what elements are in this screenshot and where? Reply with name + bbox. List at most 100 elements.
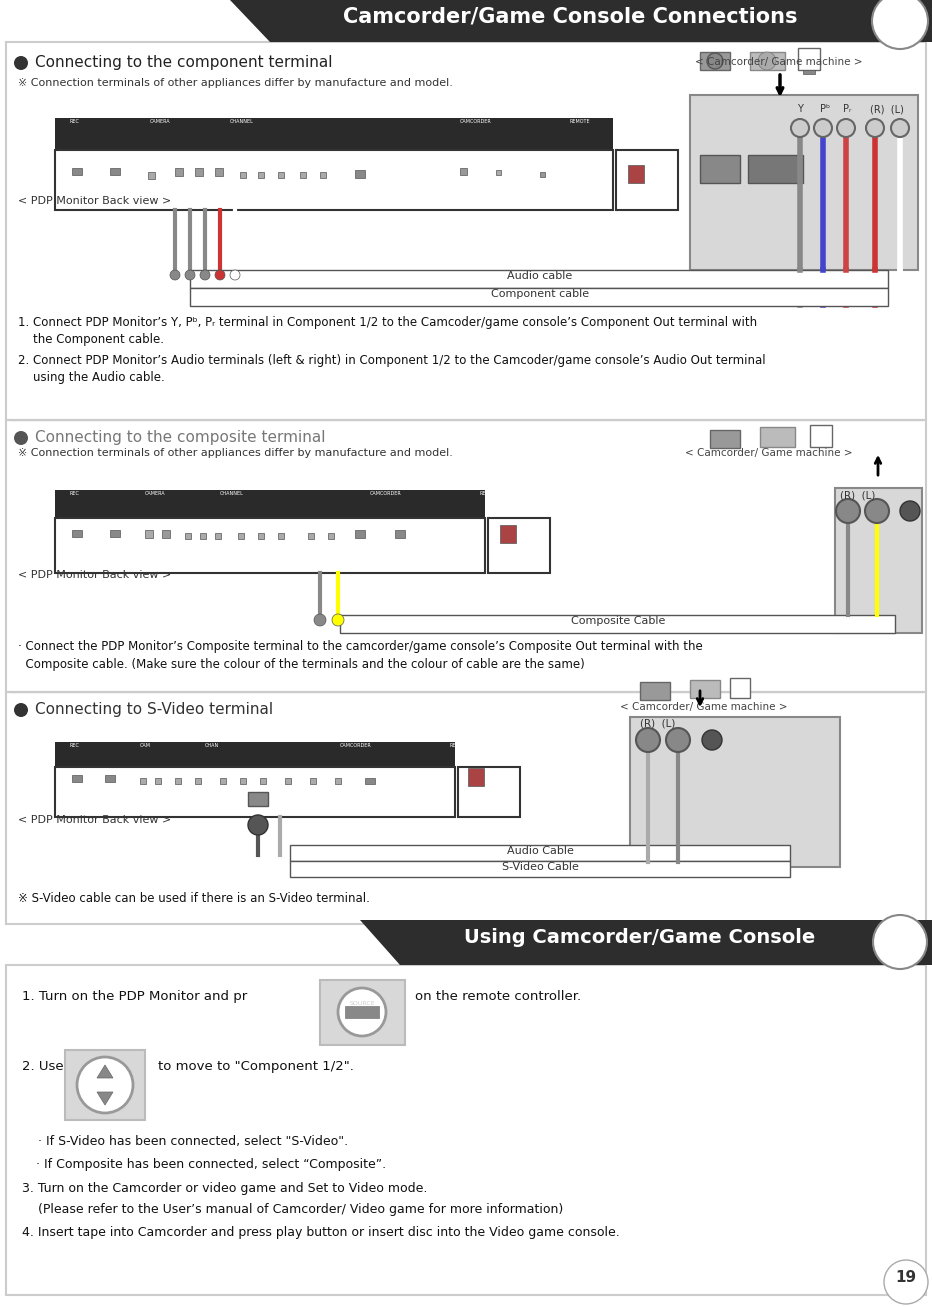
Bar [320,980,405,1046]
Bar [310,778,316,784]
Bar [145,531,153,538]
Bar [190,271,888,288]
Text: the Component cable.: the Component cable. [18,333,164,346]
Text: SOURCE: SOURCE [350,1001,375,1006]
Text: CAM: CAM [140,742,151,748]
Circle shape [891,119,909,137]
Bar [540,173,545,176]
Text: Audio Cable: Audio Cable [507,846,573,856]
Bar [630,718,840,867]
Bar [240,173,246,178]
Text: < PDP Monitor Back view >: < PDP Monitor Back view > [18,816,171,825]
Circle shape [248,816,268,835]
Text: 2. Use: 2. Use [22,1060,63,1073]
Text: < PDP Monitor Back view >: < PDP Monitor Back view > [18,196,171,207]
Text: CAMERA: CAMERA [145,491,166,495]
Text: Connecting to the composite terminal: Connecting to the composite terminal [35,430,325,444]
Bar [140,778,146,784]
Circle shape [900,501,920,521]
Text: REC: REC [70,119,80,124]
Bar [365,778,375,784]
Text: (R)  (L): (R) (L) [640,719,676,729]
Circle shape [314,614,326,626]
Circle shape [200,271,210,280]
Text: (R)  (L): (R) (L) [840,490,875,501]
Bar [55,742,455,767]
Circle shape [873,915,927,968]
Text: CAMERA: CAMERA [150,119,171,124]
Bar [6,965,926,1295]
Text: ※ S-Video cable can be used if there is an S-Video terminal.: ※ S-Video cable can be used if there is … [18,891,370,904]
Bar [300,173,306,178]
Circle shape [666,728,690,752]
Bar [6,42,926,420]
Polygon shape [97,1065,113,1078]
Bar [190,288,888,306]
Text: Composite cable. (Make sure the colour of the terminals and the colour of cable : Composite cable. (Make sure the colour o… [18,657,584,670]
Bar [458,767,520,817]
Text: on the remote controller.: on the remote controller. [415,989,582,1002]
Circle shape [865,499,889,523]
Bar [238,533,244,538]
Bar [175,169,183,176]
Bar [72,169,82,175]
Bar [500,525,516,542]
Text: REMOTE: REMOTE [570,119,591,124]
Bar [55,767,455,817]
Bar [215,169,223,176]
Circle shape [791,119,809,137]
Text: 19: 19 [896,1270,916,1285]
Text: CAMCORDER: CAMCORDER [460,119,492,124]
Bar [55,490,485,518]
Bar [6,691,926,924]
Bar [162,531,170,538]
Bar [6,420,926,691]
Bar [340,616,895,633]
Bar [148,173,155,179]
Text: REC: REC [70,491,80,495]
Text: Pᵇ: Pᵇ [820,105,830,114]
Bar [220,778,226,784]
Bar [628,165,644,183]
Circle shape [185,271,195,280]
Text: CHANNEL: CHANNEL [220,491,244,495]
Bar [110,169,120,175]
Bar [355,531,365,538]
Bar [700,156,740,183]
Bar [798,48,820,71]
Polygon shape [700,52,730,71]
Bar [835,488,922,633]
Circle shape [338,988,386,1036]
Bar [260,778,266,784]
Bar [803,71,815,74]
Polygon shape [640,682,670,701]
Text: < Camcorder/ Game machine >: < Camcorder/ Game machine > [685,448,853,457]
Bar [110,531,120,537]
Circle shape [14,431,28,444]
Text: CHAN: CHAN [205,742,219,748]
Text: REM: REM [480,491,491,495]
Circle shape [230,271,240,280]
Circle shape [702,731,722,750]
Circle shape [215,271,225,280]
Text: (Please refer to the User’s manual of Camcorder/ Video game for more information: (Please refer to the User’s manual of Ca… [22,1202,563,1216]
Circle shape [837,119,855,137]
Bar [258,173,264,178]
Text: < PDP Monitor Back view >: < PDP Monitor Back view > [18,570,171,580]
Text: Composite Cable: Composite Cable [570,616,665,626]
Polygon shape [230,0,932,42]
Text: Component cable: Component cable [491,289,589,299]
Text: 1. Turn on the PDP Monitor and pr: 1. Turn on the PDP Monitor and pr [22,989,247,1002]
Circle shape [758,52,776,71]
Text: 2. Connect PDP Monitor’s Audio terminals (left & right) in Component 1/2 to the : 2. Connect PDP Monitor’s Audio terminals… [18,354,765,367]
Text: (R)  (L): (R) (L) [870,105,904,114]
Text: REM: REM [450,742,460,748]
Bar [690,95,918,271]
Text: Using Camcorder/Game Console: Using Camcorder/Game Console [464,928,816,948]
Bar [195,169,203,176]
Bar [258,533,264,538]
Text: · If S-Video has been connected, select "S-Video".: · If S-Video has been connected, select … [38,1134,349,1148]
Text: Audio cable: Audio cable [507,271,572,281]
Bar [290,861,790,877]
Bar [72,775,82,782]
